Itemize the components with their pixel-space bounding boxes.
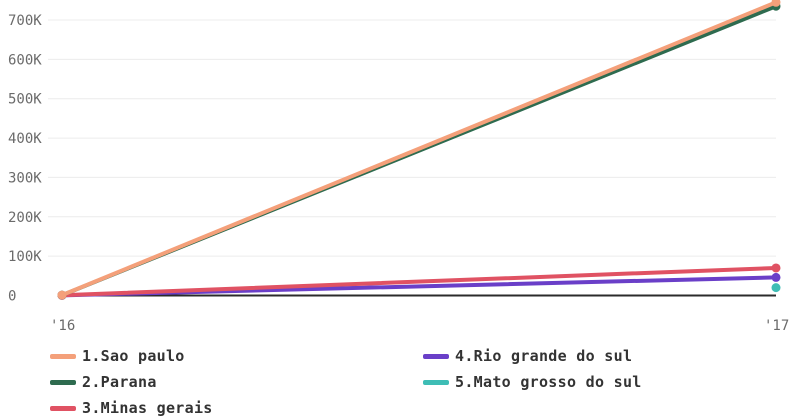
y-tick-label: 600K: [8, 52, 42, 68]
legend-swatch-parana: [50, 379, 76, 385]
x-tick-label: '17: [764, 318, 789, 334]
series-line-sao-paulo: [60, 0, 778, 298]
legend-label-sao-paulo: 1.Sao paulo: [82, 347, 185, 365]
line-chart: 0 100K 200K 300K 400K 500K 600K 700K '16 '17: [8, 0, 789, 334]
grid-lines: [48, 19, 776, 297]
legend-label-minas-gerais: 3.Minas gerais: [82, 399, 213, 417]
data-point-rio-grande-do-sul[interactable]: [771, 272, 781, 282]
data-point-sao-paulo[interactable]: [771, 0, 781, 7]
legend-swatch-mato-grosso-do-sul: [423, 379, 449, 385]
y-tick-label: 300K: [8, 170, 42, 186]
legend: 1.Sao paulo 2.Parana 3.Minas gerais 4.Ri…: [0, 340, 789, 419]
legend-label-rio-grande-do-sul: 4.Rio grande do sul: [455, 347, 633, 365]
x-axis-ticks: '16 '17: [50, 318, 789, 334]
series-lines: [57, 0, 781, 300]
legend-item-minas-gerais[interactable]: 3.Minas gerais: [50, 398, 213, 418]
data-point-mato-grosso-do-sul[interactable]: [771, 283, 781, 293]
legend-swatch-sao-paulo: [50, 353, 76, 359]
legend-item-mato-grosso-do-sul[interactable]: 5.Mato grosso do sul: [423, 372, 642, 392]
y-tick-label: 100K: [8, 249, 42, 265]
legend-item-parana[interactable]: 2.Parana: [50, 372, 157, 392]
y-tick-label: 0: [8, 289, 16, 305]
legend-item-rio-grande-do-sul[interactable]: 4.Rio grande do sul: [423, 346, 632, 366]
series-line-minas-gerais: [60, 265, 778, 298]
legend-label-parana: 2.Parana: [82, 373, 157, 391]
x-tick-label: '16: [50, 318, 75, 334]
legend-swatch-rio-grande-do-sul: [423, 353, 449, 359]
y-tick-label: 200K: [8, 210, 42, 226]
legend-item-sao-paulo[interactable]: 1.Sao paulo: [50, 346, 185, 366]
legend-swatch-minas-gerais: [50, 405, 76, 411]
legend-label-mato-grosso-do-sul: 5.Mato grosso do sul: [455, 373, 642, 391]
y-tick-label: 500K: [8, 92, 42, 108]
data-point-sao-paulo[interactable]: [57, 290, 67, 300]
data-point-minas-gerais[interactable]: [771, 263, 781, 273]
y-tick-label: 400K: [8, 131, 42, 147]
y-tick-label: 700K: [8, 13, 42, 29]
y-axis-ticks: 0 100K 200K 300K 400K 500K 600K 700K: [8, 13, 42, 305]
